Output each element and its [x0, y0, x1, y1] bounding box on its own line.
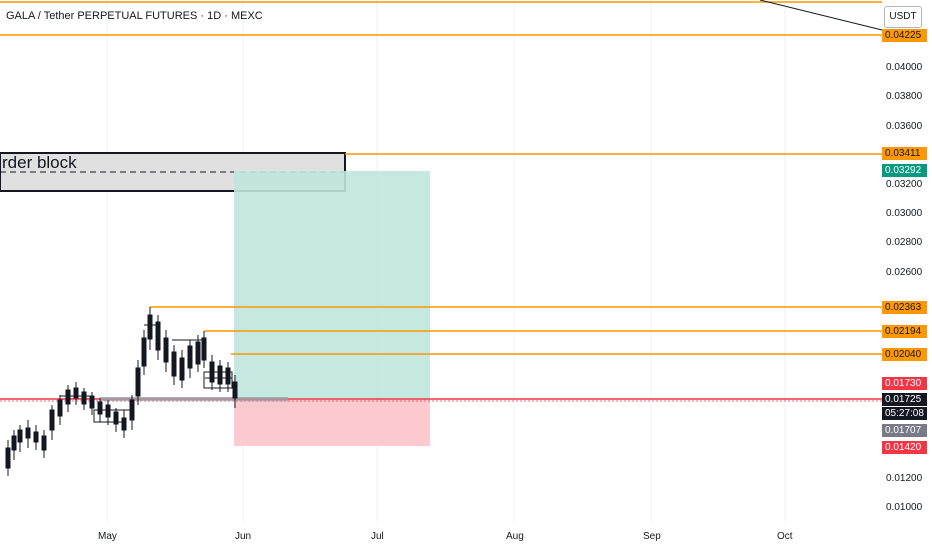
profit-zone — [234, 171, 430, 400]
price-tick: 0.01200 — [886, 473, 923, 484]
price-tick: 0.03000 — [886, 208, 923, 219]
loss-zone — [234, 400, 430, 446]
structure-markers — [60, 324, 233, 423]
bar-countdown: 05:27:08 — [882, 407, 927, 420]
price-tick: 0.03200 — [886, 179, 923, 190]
time-label: Jun — [235, 531, 252, 542]
chart-title: GALA / Tether PERPETUAL FUTURES · 1D · M… — [6, 10, 263, 22]
gridlines — [106, 0, 786, 522]
price-tick: 0.02600 — [886, 267, 923, 278]
currency-unit-button[interactable]: USDT — [884, 6, 922, 28]
stop-price-tag: 0.01420 — [882, 441, 927, 454]
current-price-tag: 0.01725 — [882, 393, 927, 406]
time-label: Sep — [643, 531, 661, 542]
order-block-label: rder block — [2, 153, 77, 172]
level-tag: 0.02040 — [882, 348, 927, 361]
time-label: Oct — [777, 531, 793, 542]
level-tag: 0.04225 — [882, 29, 927, 42]
entry-price-tag: 0.01707 — [882, 424, 927, 437]
price-tick: 0.03600 — [886, 121, 923, 132]
alert-price-tag: 0.01730 — [882, 377, 927, 390]
level-tag: 0.02194 — [882, 325, 927, 338]
time-label: Jul — [371, 531, 384, 542]
entry-bar — [100, 397, 288, 401]
price-tick: 0.01000 — [886, 502, 923, 513]
price-tick: 0.04000 — [886, 62, 923, 73]
time-label: May — [98, 531, 117, 542]
target-price-tag: 0.03292 — [882, 164, 927, 177]
time-label: Aug — [506, 531, 524, 542]
candles — [5, 307, 238, 476]
price-tick: 0.02800 — [886, 237, 923, 248]
price-tick: 0.03800 — [886, 91, 923, 102]
level-tag: 0.02363 — [882, 301, 927, 314]
level-tag: 0.03411 — [882, 147, 927, 160]
diagonal-trend-line — [759, 0, 883, 31]
